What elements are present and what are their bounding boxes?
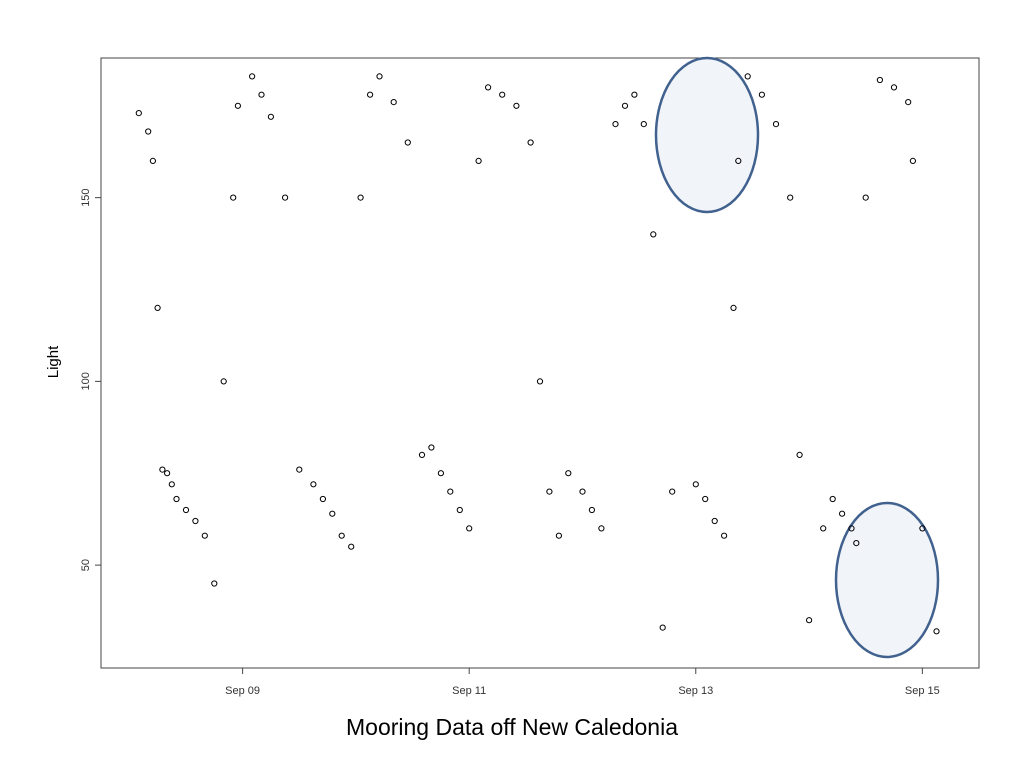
data-point	[428, 444, 435, 451]
data-point	[650, 231, 657, 238]
data-point	[456, 506, 463, 514]
x-tick-label: Sep 11	[452, 685, 486, 697]
data-point	[437, 470, 444, 477]
x-axis: Sep 09 Sep 11 Sep 13 Sep 15	[225, 668, 940, 697]
data-point	[348, 543, 355, 550]
data-point	[876, 76, 884, 84]
data-point	[404, 139, 411, 146]
x-tick-label: Sep 15	[905, 685, 940, 697]
data-point	[357, 194, 364, 201]
data-point	[258, 91, 265, 98]
data-point	[296, 466, 303, 473]
scatter-chart: Sep 09 Sep 11 Sep 13 Sep 15 50 100 150 Light	[45, 56, 980, 697]
data-point	[909, 157, 917, 164]
data-point	[390, 99, 397, 106]
data-point	[905, 99, 912, 106]
data-point	[310, 481, 317, 488]
data-point	[376, 73, 383, 80]
data-point	[230, 194, 237, 201]
y-tick-label: 150	[80, 188, 92, 206]
data-point	[527, 139, 534, 146]
data-point	[579, 488, 586, 495]
data-point	[182, 506, 190, 514]
data-point	[796, 451, 803, 458]
data-point	[168, 481, 175, 488]
data-point	[319, 495, 326, 503]
data-point	[919, 525, 926, 532]
data-point	[758, 91, 766, 98]
data-point	[267, 113, 274, 120]
y-tick-label: 100	[80, 372, 92, 390]
data-point	[588, 506, 596, 514]
data-point	[338, 532, 345, 539]
data-point	[659, 624, 666, 631]
data-point	[149, 157, 156, 164]
data-point	[612, 121, 619, 128]
chart-caption: Mooring Data off New Caledonia	[346, 714, 678, 740]
data-point	[730, 304, 737, 311]
x-tick-label: Sep 09	[225, 685, 260, 697]
y-axis-label: Light	[45, 345, 62, 378]
data-point	[772, 121, 780, 128]
data-point	[135, 110, 142, 117]
data-point	[631, 91, 638, 98]
data-point	[164, 470, 171, 477]
data-point	[329, 510, 336, 517]
data-point	[711, 517, 718, 525]
data-point	[839, 510, 846, 517]
data-point	[555, 532, 563, 539]
highlight-ellipse-peak	[654, 56, 760, 214]
y-axis: 50 100 150	[80, 188, 101, 571]
data-point	[820, 525, 827, 532]
data-point	[513, 102, 520, 109]
data-point	[282, 194, 289, 201]
data-point	[890, 84, 898, 91]
data-point	[787, 194, 794, 201]
data-point	[546, 488, 553, 495]
data-point	[853, 540, 860, 547]
data-point	[735, 157, 742, 164]
data-point	[192, 517, 199, 525]
data-point	[475, 157, 482, 164]
data-point	[848, 525, 855, 532]
data-point	[829, 495, 836, 503]
data-point	[862, 194, 869, 201]
data-point	[447, 488, 454, 495]
data-point	[692, 481, 699, 488]
data-point	[154, 304, 161, 311]
data-point	[220, 378, 227, 385]
data-point	[806, 617, 813, 624]
data-point	[485, 84, 492, 91]
data-point	[201, 532, 208, 539]
data-point	[499, 91, 506, 98]
data-point	[145, 128, 152, 135]
data-point	[536, 378, 544, 385]
data-point	[598, 525, 605, 532]
data-point	[211, 580, 218, 587]
plot-area	[100, 57, 980, 669]
data-point	[173, 495, 180, 503]
data-point	[621, 102, 629, 109]
data-point	[702, 495, 709, 503]
data-point	[159, 466, 166, 473]
data-point	[418, 451, 426, 458]
highlight-ellipse-trough	[834, 501, 940, 659]
highlight-ellipses	[654, 56, 940, 659]
data-point	[669, 488, 676, 495]
data-point	[466, 525, 473, 532]
data-point	[367, 91, 374, 98]
x-tick-label: Sep 13	[678, 685, 713, 697]
data-point	[565, 470, 572, 477]
data-point	[744, 73, 751, 80]
data-points	[135, 73, 940, 635]
data-point	[640, 121, 647, 128]
data-point	[721, 532, 728, 539]
y-tick-label: 50	[80, 559, 92, 571]
data-point	[249, 73, 256, 80]
data-point	[933, 628, 940, 635]
data-point	[234, 102, 241, 109]
